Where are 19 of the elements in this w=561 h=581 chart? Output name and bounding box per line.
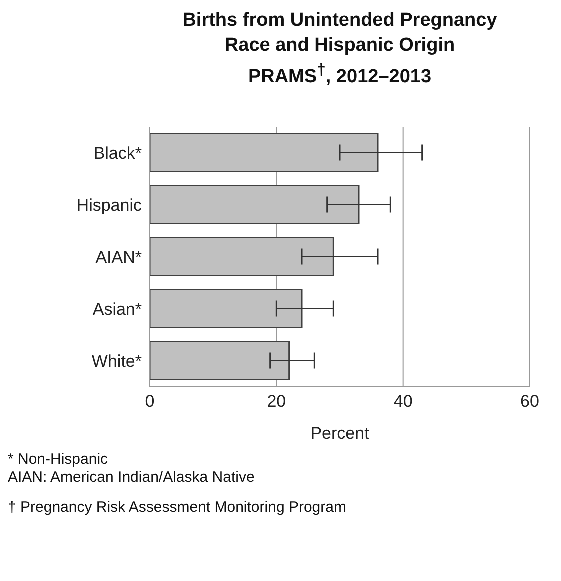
y-tick-label: Hispanic bbox=[76, 196, 142, 216]
y-tick-label: Black* bbox=[94, 144, 142, 164]
bar bbox=[150, 237, 334, 277]
x-tick-label: 0 bbox=[145, 392, 155, 412]
text: AIAN: American Indian/Alaska Native bbox=[8, 469, 256, 488]
y-tick-label: AIAN* bbox=[96, 248, 142, 268]
x-tick-label: 20 bbox=[267, 392, 286, 412]
chart-title: Births from Unintended Pregnancy Race and Hispanic Origin PRAMS$^{†}$, 2012–2013 bbox=[182, 9, 498, 90]
x-axis-title: Percent bbox=[310, 424, 370, 444]
bar bbox=[150, 341, 290, 381]
bar bbox=[150, 133, 379, 173]
text: * Non-Hispanic bbox=[8, 451, 110, 470]
x-tick-label: 40 bbox=[394, 392, 413, 412]
y-tick-label: Asian* bbox=[92, 300, 142, 320]
bar bbox=[150, 185, 360, 225]
y-tick-label: White* bbox=[92, 352, 142, 372]
text: † Pregnancy Risk Assessment Monitoring Program bbox=[8, 499, 348, 518]
bar bbox=[150, 289, 303, 329]
x-tick-label: 60 bbox=[520, 392, 540, 412]
